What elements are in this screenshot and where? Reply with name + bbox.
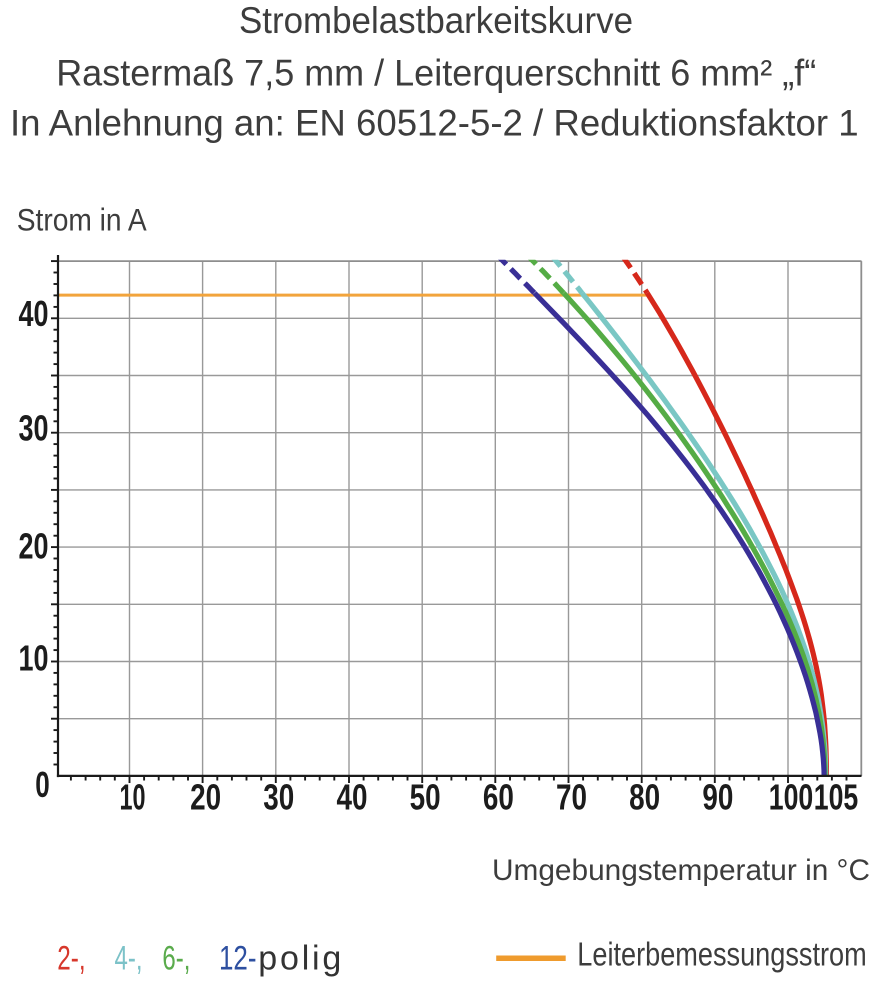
svg-text:0: 0 — [35, 764, 50, 805]
svg-text:20: 20 — [190, 776, 221, 817]
svg-text:105: 105 — [814, 776, 859, 817]
svg-text:30: 30 — [19, 407, 49, 448]
svg-text:Strom in A: Strom in A — [17, 202, 147, 238]
svg-text:2-,: 2-, — [57, 939, 85, 977]
svg-text:20: 20 — [19, 526, 49, 567]
svg-text:12-: 12- — [219, 939, 257, 977]
svg-text:In Anlehnung an: EN 60512-5-2: In Anlehnung an: EN 60512-5-2 / Reduktio… — [10, 103, 859, 144]
svg-text:10: 10 — [19, 638, 49, 679]
svg-text:10: 10 — [119, 776, 145, 817]
svg-text:40: 40 — [336, 776, 367, 817]
svg-text:30: 30 — [263, 776, 294, 817]
svg-text:60: 60 — [483, 776, 514, 817]
svg-text:6-,: 6-, — [162, 939, 190, 977]
svg-text:Umgebungstemperatur in °C: Umgebungstemperatur in °C — [492, 854, 870, 887]
svg-text:90: 90 — [702, 776, 733, 817]
svg-text:Rastermaß 7,5 mm / Leiterquers: Rastermaß 7,5 mm / Leiterquerschnitt 6 m… — [56, 52, 816, 93]
svg-text:70: 70 — [556, 776, 587, 817]
svg-text:100: 100 — [769, 776, 814, 817]
svg-text:50: 50 — [410, 776, 441, 817]
svg-text:40: 40 — [19, 293, 49, 334]
svg-text:Leiterbemessungsstrom: Leiterbemessungsstrom — [577, 937, 866, 974]
svg-text:Strombelastbarkeitskurve: Strombelastbarkeitskurve — [239, 0, 633, 41]
svg-text:80: 80 — [629, 776, 660, 817]
svg-text:4-,: 4-, — [115, 939, 143, 977]
